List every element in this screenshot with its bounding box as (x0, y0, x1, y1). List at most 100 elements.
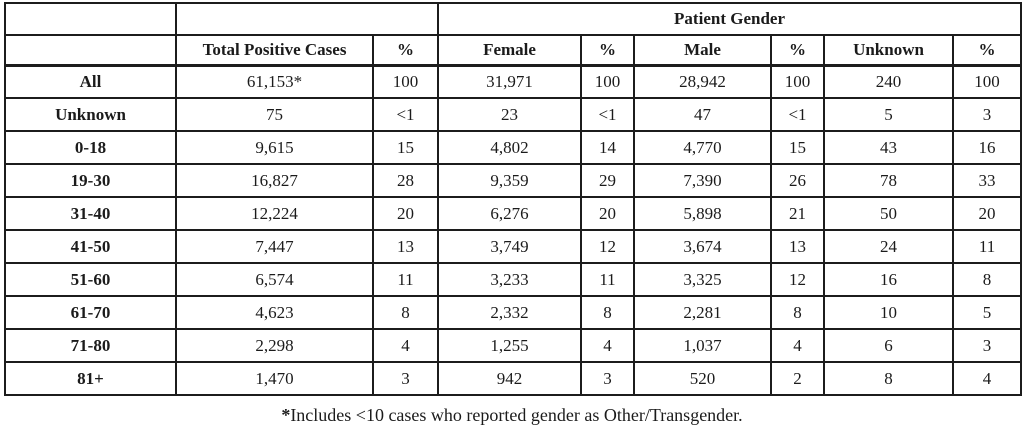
table-cell: 100 (951, 64, 1023, 99)
row-label: 0-18 (4, 130, 177, 165)
table-cell: 3,674 (633, 229, 772, 264)
table-cell: 23 (437, 97, 582, 132)
table-cell: 16 (823, 262, 954, 297)
footnote-asterisk: * (281, 405, 291, 425)
table-cell: 43 (823, 130, 954, 165)
table-cell: 2 (770, 361, 825, 396)
table-cell: 8 (372, 295, 439, 330)
table-cell: 11 (580, 262, 635, 297)
table-cell: 3,233 (437, 262, 582, 297)
footnote: *Includes <10 cases who reported gender … (4, 405, 1020, 426)
table-cell: 4 (770, 328, 825, 363)
corner-blank-cell (4, 2, 177, 36)
table-cell: 61,153* (175, 64, 374, 99)
table-cell: 2,332 (437, 295, 582, 330)
table-cell: 15 (770, 130, 825, 165)
table-cell: 4 (580, 328, 635, 363)
table-cell: 6,276 (437, 196, 582, 231)
table-cell: 33 (951, 163, 1023, 198)
table-cell: 12,224 (175, 196, 374, 231)
table-cell: 4 (372, 328, 439, 363)
table-cell: 26 (770, 163, 825, 198)
table-cell: 28,942 (633, 64, 772, 99)
table-cell: 12 (580, 229, 635, 264)
page: Patient Gender Total Positive Cases % Fe… (4, 2, 1023, 426)
column-header-unknown: Unknown (823, 34, 954, 67)
table-cell: 6,574 (175, 262, 374, 297)
table-cell: 10 (823, 295, 954, 330)
table-cell: 3,325 (633, 262, 772, 297)
table-cell: 100 (372, 64, 439, 99)
table-cell: 5,898 (633, 196, 772, 231)
patient-gender-group-header: Patient Gender (436, 2, 1023, 36)
table-cell: 47 (633, 97, 772, 132)
table-cell: 100 (580, 64, 635, 99)
table-cell: 29 (580, 163, 635, 198)
table-cell: 4,770 (633, 130, 772, 165)
table-cell: <1 (580, 97, 635, 132)
table-cell: 13 (770, 229, 825, 264)
table-cell: 2,298 (175, 328, 374, 363)
table-cell: 11 (951, 229, 1023, 264)
table-cell: 8 (823, 361, 954, 396)
table-row-71-80: 71-80 2,298 4 1,255 4 1,037 4 6 3 (4, 328, 1023, 363)
table-row-61-70: 61-70 4,623 8 2,332 8 2,281 8 10 5 (4, 295, 1023, 330)
blank-spanner-cell (175, 2, 439, 36)
table-cell: 7,447 (175, 229, 374, 264)
row-label: 61-70 (4, 295, 177, 330)
table-cell: 4 (951, 361, 1023, 396)
table-cell: 6 (823, 328, 954, 363)
row-label: 41-50 (4, 229, 177, 264)
table-row-unknown: Unknown 75 <1 23 <1 47 <1 5 3 (4, 97, 1023, 132)
column-header-male: Male (633, 34, 772, 67)
patient-gender-table: Patient Gender Total Positive Cases % Fe… (4, 2, 1023, 396)
table-cell: 50 (823, 196, 954, 231)
table-cell: 3 (580, 361, 635, 396)
table-cell: 3 (951, 97, 1023, 132)
table-cell: <1 (372, 97, 439, 132)
table-cell: 75 (175, 97, 374, 132)
table-row-51-60: 51-60 6,574 11 3,233 11 3,325 12 16 8 (4, 262, 1023, 297)
footnote-text: Includes <10 cases who reported gender a… (290, 405, 743, 425)
column-header-row: Total Positive Cases % Female % Male % U… (4, 34, 1023, 67)
table-row-0-18: 0-18 9,615 15 4,802 14 4,770 15 43 16 (4, 130, 1023, 165)
table-cell: 520 (633, 361, 772, 396)
column-header-percent: % (580, 34, 635, 67)
table-cell: 16 (951, 130, 1023, 165)
table-cell: 31,971 (437, 64, 582, 99)
table-cell: 240 (823, 64, 954, 99)
row-label: 81+ (4, 361, 177, 396)
column-header-blank (4, 34, 177, 67)
table-cell: 9,359 (437, 163, 582, 198)
column-header-percent: % (951, 34, 1023, 67)
row-label: Unknown (4, 97, 177, 132)
table-cell: 16,827 (175, 163, 374, 198)
table-cell: 4,802 (437, 130, 582, 165)
table-cell: 13 (372, 229, 439, 264)
table-cell: 1,255 (437, 328, 582, 363)
table-cell: 9,615 (175, 130, 374, 165)
table-cell: 21 (770, 196, 825, 231)
row-label: 71-80 (4, 328, 177, 363)
table-cell: 4,623 (175, 295, 374, 330)
table-cell: 11 (372, 262, 439, 297)
table-row-all: All 61,153* 100 31,971 100 28,942 100 24… (4, 64, 1023, 99)
table-cell: 15 (372, 130, 439, 165)
table-cell: 5 (951, 295, 1023, 330)
table-cell: 8 (770, 295, 825, 330)
table-cell: 942 (437, 361, 582, 396)
column-header-percent: % (770, 34, 825, 67)
table-cell: 2,281 (633, 295, 772, 330)
table-cell: 14 (580, 130, 635, 165)
row-label: 19-30 (4, 163, 177, 198)
table-cell: <1 (770, 97, 825, 132)
table-cell: 12 (770, 262, 825, 297)
table-cell: 8 (580, 295, 635, 330)
table-cell: 24 (823, 229, 954, 264)
column-header-female: Female (437, 34, 582, 67)
table-cell: 20 (951, 196, 1023, 231)
table-row-19-30: 19-30 16,827 28 9,359 29 7,390 26 78 33 (4, 163, 1023, 198)
group-header-row: Patient Gender (4, 2, 1023, 36)
table-cell: 100 (770, 64, 825, 99)
table-cell: 28 (372, 163, 439, 198)
